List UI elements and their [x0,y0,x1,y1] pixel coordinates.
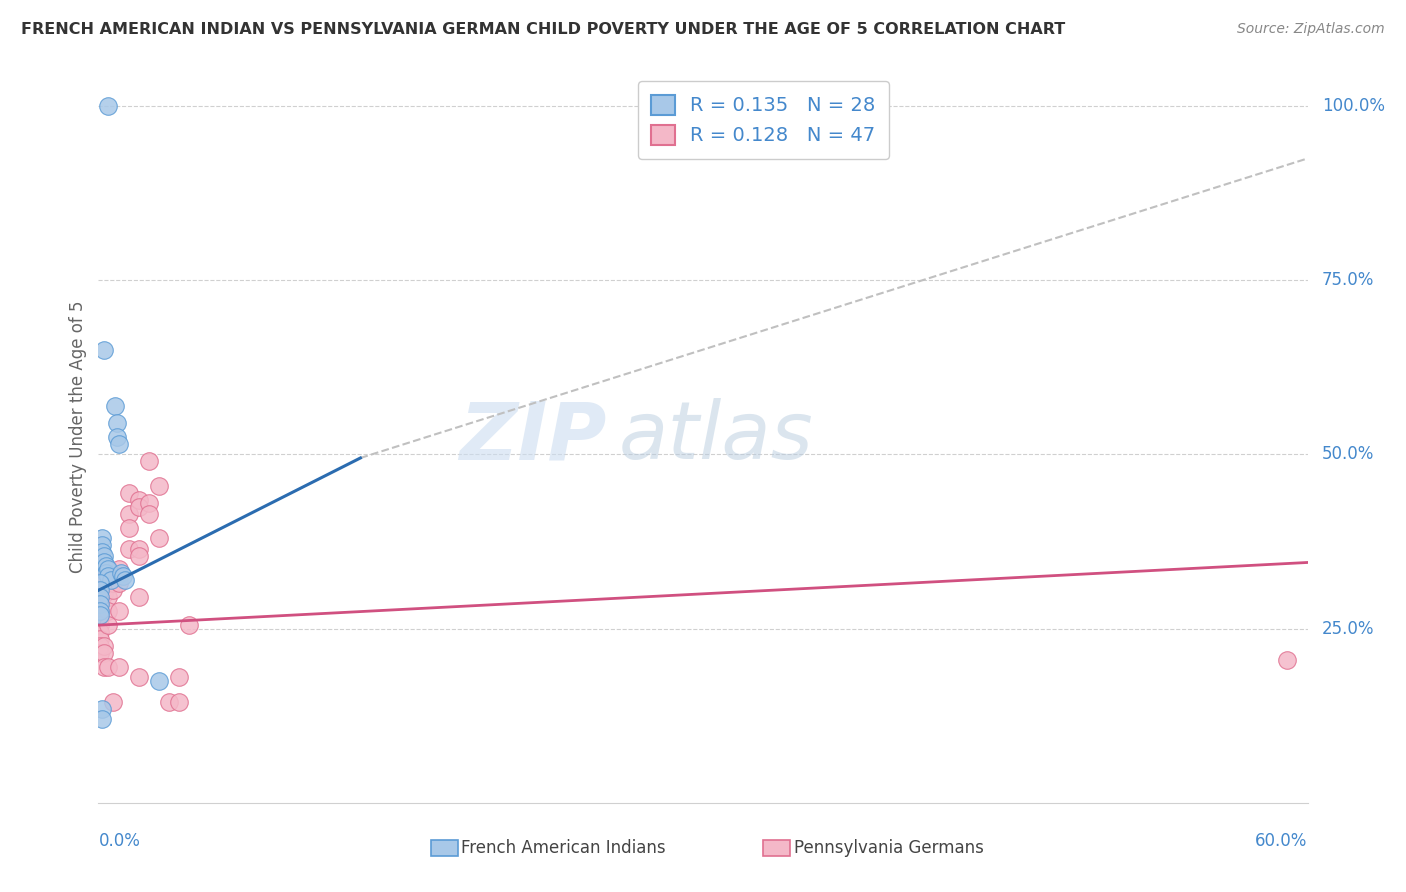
Point [167,695,190,709]
Point [118,507,141,521]
Point [89,583,111,598]
Point [1277,653,1299,667]
Point [91,712,114,726]
Text: 0.0%: 0.0% [98,832,141,850]
Point [96,558,118,573]
Point [114,573,136,587]
Point [107,604,129,618]
Text: French American Indians: French American Indians [461,839,666,857]
Point [97,569,120,583]
Point [148,673,170,688]
Text: ZIP: ZIP [458,398,606,476]
Point [128,541,150,556]
Text: 60.0%: 60.0% [1256,832,1308,850]
Point [107,437,129,451]
Point [148,531,170,545]
Point [89,604,111,618]
Point [93,639,115,653]
Point [105,430,128,444]
Text: Pennsylvania Germans: Pennsylvania Germans [793,839,984,857]
Point [118,485,141,500]
Point [89,576,111,591]
Point [157,695,180,709]
Point [111,569,134,583]
Point [167,670,190,684]
Point [107,660,129,674]
Point [138,496,160,510]
Legend: R = 0.135   N = 28, R = 0.128   N = 47: R = 0.135 N = 28, R = 0.128 N = 47 [638,81,889,159]
Point [101,569,124,583]
Point [91,702,114,716]
Point [89,597,111,611]
Point [107,576,129,591]
Text: 75.0%: 75.0% [1322,271,1375,289]
Point [91,545,114,559]
Point [105,416,128,430]
Point [97,576,120,591]
Point [101,583,124,598]
Point [107,562,129,576]
Point [89,646,111,660]
Point [97,591,120,605]
Bar [763,840,790,856]
Point [93,573,115,587]
Point [128,549,150,563]
Point [101,576,124,591]
Point [118,541,141,556]
Point [89,639,111,653]
Point [128,500,150,514]
Point [97,604,120,618]
Point [118,521,141,535]
Point [138,507,160,521]
Point [97,660,120,674]
Point [89,607,111,622]
Point [93,549,115,563]
Text: Source: ZipAtlas.com: Source: ZipAtlas.com [1237,22,1385,37]
Text: atlas: atlas [619,398,813,476]
Point [103,399,125,413]
Bar [432,840,457,856]
Text: 25.0%: 25.0% [1322,620,1375,638]
Text: FRENCH AMERICAN INDIAN VS PENNSYLVANIA GERMAN CHILD POVERTY UNDER THE AGE OF 5 C: FRENCH AMERICAN INDIAN VS PENNSYLVANIA G… [21,22,1066,37]
Point [100,573,122,587]
Point [179,618,201,632]
Text: 100.0%: 100.0% [1322,97,1385,115]
Point [101,695,124,709]
Point [93,660,115,674]
Point [89,618,111,632]
Point [93,556,115,570]
Point [89,604,111,618]
Point [128,591,150,605]
Point [97,99,120,113]
Point [128,492,150,507]
Point [110,566,132,580]
Y-axis label: Child Poverty Under the Age of 5: Child Poverty Under the Age of 5 [69,301,87,574]
Text: 50.0%: 50.0% [1322,445,1375,464]
Point [91,531,114,545]
Point [148,479,170,493]
Point [89,625,111,640]
Point [97,562,120,576]
Point [97,618,120,632]
Point [138,454,160,468]
Point [128,670,150,684]
Point [107,569,129,583]
Point [93,646,115,660]
Point [89,632,111,646]
Point [96,566,118,580]
Point [89,597,111,611]
Point [91,538,114,552]
Point [93,343,115,357]
Point [93,587,115,601]
Point [89,591,111,605]
Point [89,611,111,625]
